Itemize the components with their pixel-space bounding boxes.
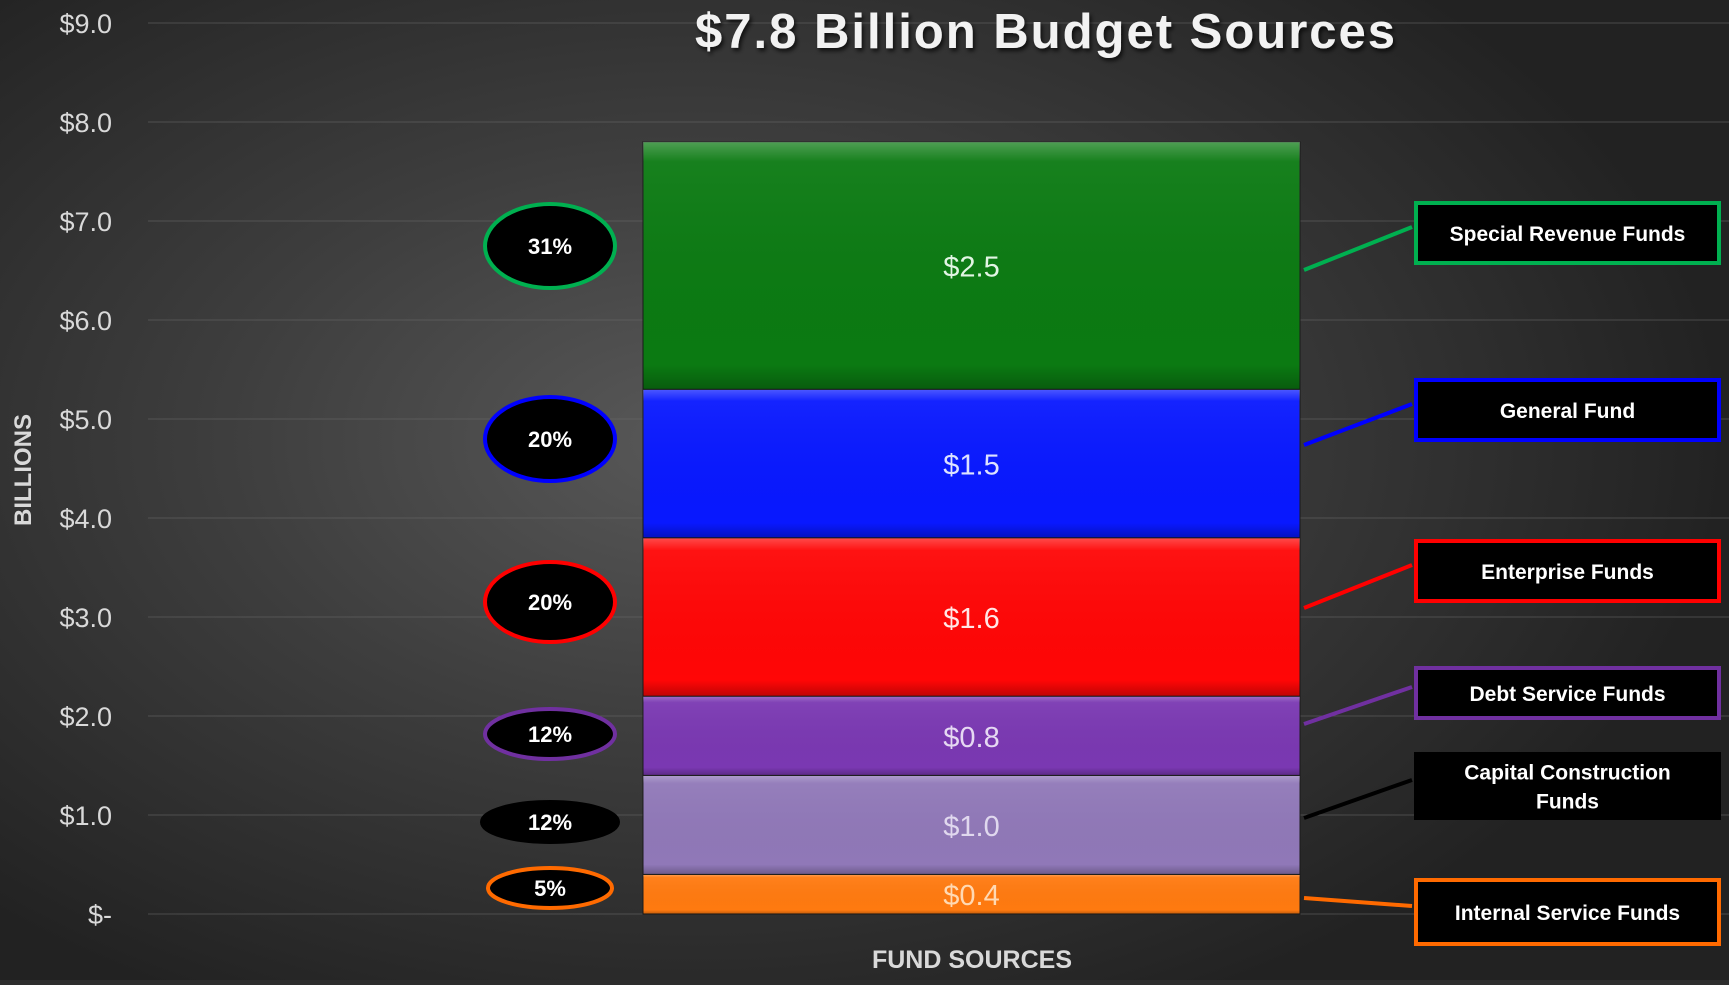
bar-shading-special-revenue-funds	[643, 141, 1300, 390]
bar-value-label: $1.0	[943, 811, 999, 843]
bar-value-label: $0.4	[943, 880, 999, 912]
leader-line-debt-service-funds	[1303, 685, 1413, 726]
y-tick-label: $4.0	[59, 504, 112, 534]
bar-value-label: $1.5	[943, 450, 999, 482]
legend-label: Capital Construction	[1464, 762, 1671, 785]
chart-title: $7.8 Billion Budget Sources	[695, 5, 1397, 59]
y-tick-label: $5.0	[59, 405, 112, 435]
legend-box-internal-service-funds	[1414, 878, 1721, 946]
legend-label: General Fund	[1500, 400, 1635, 423]
bar-shading-internal-service-funds	[643, 874, 1300, 914]
percent-label: 20%	[528, 590, 572, 615]
bar-value-label: $1.6	[943, 603, 999, 635]
stacked-bar: $0.4 $1.0 $0.8 $1.6 $1.5 $2.5	[642, 141, 1301, 915]
y-tick-label: $-	[88, 900, 112, 930]
y-tick-label: $1.0	[59, 801, 112, 831]
bar-shading-general-fund	[643, 389, 1300, 538]
y-tick-label: $7.0	[59, 207, 112, 237]
percent-bubble-enterprise-funds	[483, 560, 617, 644]
percent-bubble-general-fund	[483, 395, 617, 483]
bar-shading-enterprise-funds	[643, 537, 1300, 697]
legend-box-debt-service-funds	[1414, 666, 1721, 720]
y-tick-label: $2.0	[59, 702, 112, 732]
percent-label: 5%	[534, 876, 566, 901]
y-tick-label: $6.0	[59, 306, 112, 336]
percent-label: 31%	[528, 234, 572, 259]
legend-box-special-revenue-funds	[1414, 201, 1721, 265]
y-axis-label: BILLIONS	[10, 414, 37, 526]
y-tick-label: $9.0	[59, 9, 112, 39]
bar-value-label: $0.8	[943, 722, 999, 754]
legend-label: Internal Service Funds	[1455, 902, 1680, 925]
legend-box-enterprise-funds	[1414, 539, 1721, 603]
percent-bubble-internal-service-funds	[486, 866, 614, 910]
bar-value-label: $2.5	[943, 252, 999, 284]
percent-bubbles: 5% 12% 12% 20% 20% 31%	[480, 202, 620, 910]
bar-shading-capital-construction-funds	[643, 775, 1300, 875]
y-tick-label: $3.0	[59, 603, 112, 633]
percent-bubble-debt-service-funds	[483, 707, 617, 761]
legend-box-capital-construction-funds	[1414, 752, 1721, 820]
percent-label: 12%	[528, 722, 572, 747]
legend-label: Debt Service Funds	[1469, 683, 1665, 706]
leader-line-special-revenue-funds	[1303, 225, 1413, 272]
y-axis: $- $1.0 $2.0 $3.0 $4.0 $5.0 $6.0 $7.0 $8.0 $9.0	[59, 9, 112, 930]
legend-label: Funds	[1536, 791, 1599, 814]
leader-line-capital-construction-funds	[1303, 778, 1413, 820]
leader-line-general-fund	[1303, 402, 1413, 447]
leader-line-enterprise-funds	[1303, 563, 1413, 610]
x-axis-label: FUND SOURCES	[872, 946, 1072, 974]
legend-box-general-fund	[1414, 378, 1721, 442]
percent-bubble-capital-construction-funds	[480, 800, 620, 844]
legend-label: Special Revenue Funds	[1450, 223, 1686, 246]
percent-bubble-special-revenue-funds	[483, 202, 617, 290]
percent-label: 20%	[528, 427, 572, 452]
legend-label: Enterprise Funds	[1481, 561, 1654, 584]
percent-label: 12%	[528, 810, 572, 835]
legend-callouts: Internal Service Funds Capital Constructi…	[1303, 201, 1721, 946]
bar-shading-debt-service-funds	[643, 696, 1300, 776]
leader-line-internal-service-funds	[1303, 896, 1413, 908]
y-tick-label: $8.0	[59, 108, 112, 138]
